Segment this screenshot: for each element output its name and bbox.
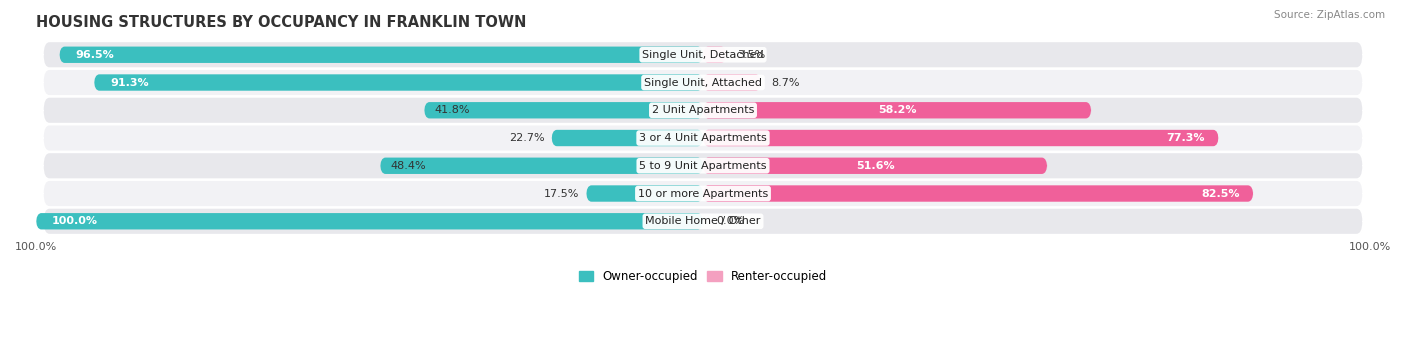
- FancyBboxPatch shape: [42, 208, 1364, 235]
- FancyBboxPatch shape: [703, 102, 1091, 118]
- FancyBboxPatch shape: [42, 41, 1364, 68]
- FancyBboxPatch shape: [42, 124, 1364, 152]
- FancyBboxPatch shape: [703, 47, 727, 63]
- Text: 8.7%: 8.7%: [772, 77, 800, 88]
- Text: 22.7%: 22.7%: [509, 133, 546, 143]
- FancyBboxPatch shape: [703, 186, 1253, 202]
- Text: 5 to 9 Unit Apartments: 5 to 9 Unit Apartments: [640, 161, 766, 171]
- Text: 100.0%: 100.0%: [52, 216, 98, 226]
- Text: 58.2%: 58.2%: [877, 105, 917, 115]
- FancyBboxPatch shape: [59, 47, 703, 63]
- Text: 41.8%: 41.8%: [434, 105, 471, 115]
- Text: 17.5%: 17.5%: [544, 189, 579, 198]
- Text: 3 or 4 Unit Apartments: 3 or 4 Unit Apartments: [640, 133, 766, 143]
- Text: 0.0%: 0.0%: [716, 216, 745, 226]
- Text: 51.6%: 51.6%: [856, 161, 894, 171]
- Text: HOUSING STRUCTURES BY OCCUPANCY IN FRANKLIN TOWN: HOUSING STRUCTURES BY OCCUPANCY IN FRANK…: [37, 15, 526, 30]
- Text: 82.5%: 82.5%: [1201, 189, 1240, 198]
- Text: Mobile Home / Other: Mobile Home / Other: [645, 216, 761, 226]
- FancyBboxPatch shape: [703, 158, 1047, 174]
- FancyBboxPatch shape: [42, 180, 1364, 207]
- Legend: Owner-occupied, Renter-occupied: Owner-occupied, Renter-occupied: [574, 266, 832, 288]
- Text: 10 or more Apartments: 10 or more Apartments: [638, 189, 768, 198]
- Text: Single Unit, Detached: Single Unit, Detached: [643, 50, 763, 60]
- Text: 48.4%: 48.4%: [391, 161, 426, 171]
- Text: 3.5%: 3.5%: [737, 50, 765, 60]
- Text: Source: ZipAtlas.com: Source: ZipAtlas.com: [1274, 10, 1385, 20]
- FancyBboxPatch shape: [586, 186, 703, 202]
- FancyBboxPatch shape: [37, 213, 703, 229]
- FancyBboxPatch shape: [42, 69, 1364, 96]
- FancyBboxPatch shape: [42, 152, 1364, 179]
- FancyBboxPatch shape: [703, 74, 761, 91]
- Text: 96.5%: 96.5%: [76, 50, 114, 60]
- Text: 2 Unit Apartments: 2 Unit Apartments: [652, 105, 754, 115]
- FancyBboxPatch shape: [703, 130, 1219, 146]
- Text: 77.3%: 77.3%: [1167, 133, 1205, 143]
- FancyBboxPatch shape: [425, 102, 703, 118]
- FancyBboxPatch shape: [42, 97, 1364, 124]
- Text: Single Unit, Attached: Single Unit, Attached: [644, 77, 762, 88]
- FancyBboxPatch shape: [94, 74, 703, 91]
- FancyBboxPatch shape: [551, 130, 703, 146]
- FancyBboxPatch shape: [380, 158, 703, 174]
- Text: 91.3%: 91.3%: [110, 77, 149, 88]
